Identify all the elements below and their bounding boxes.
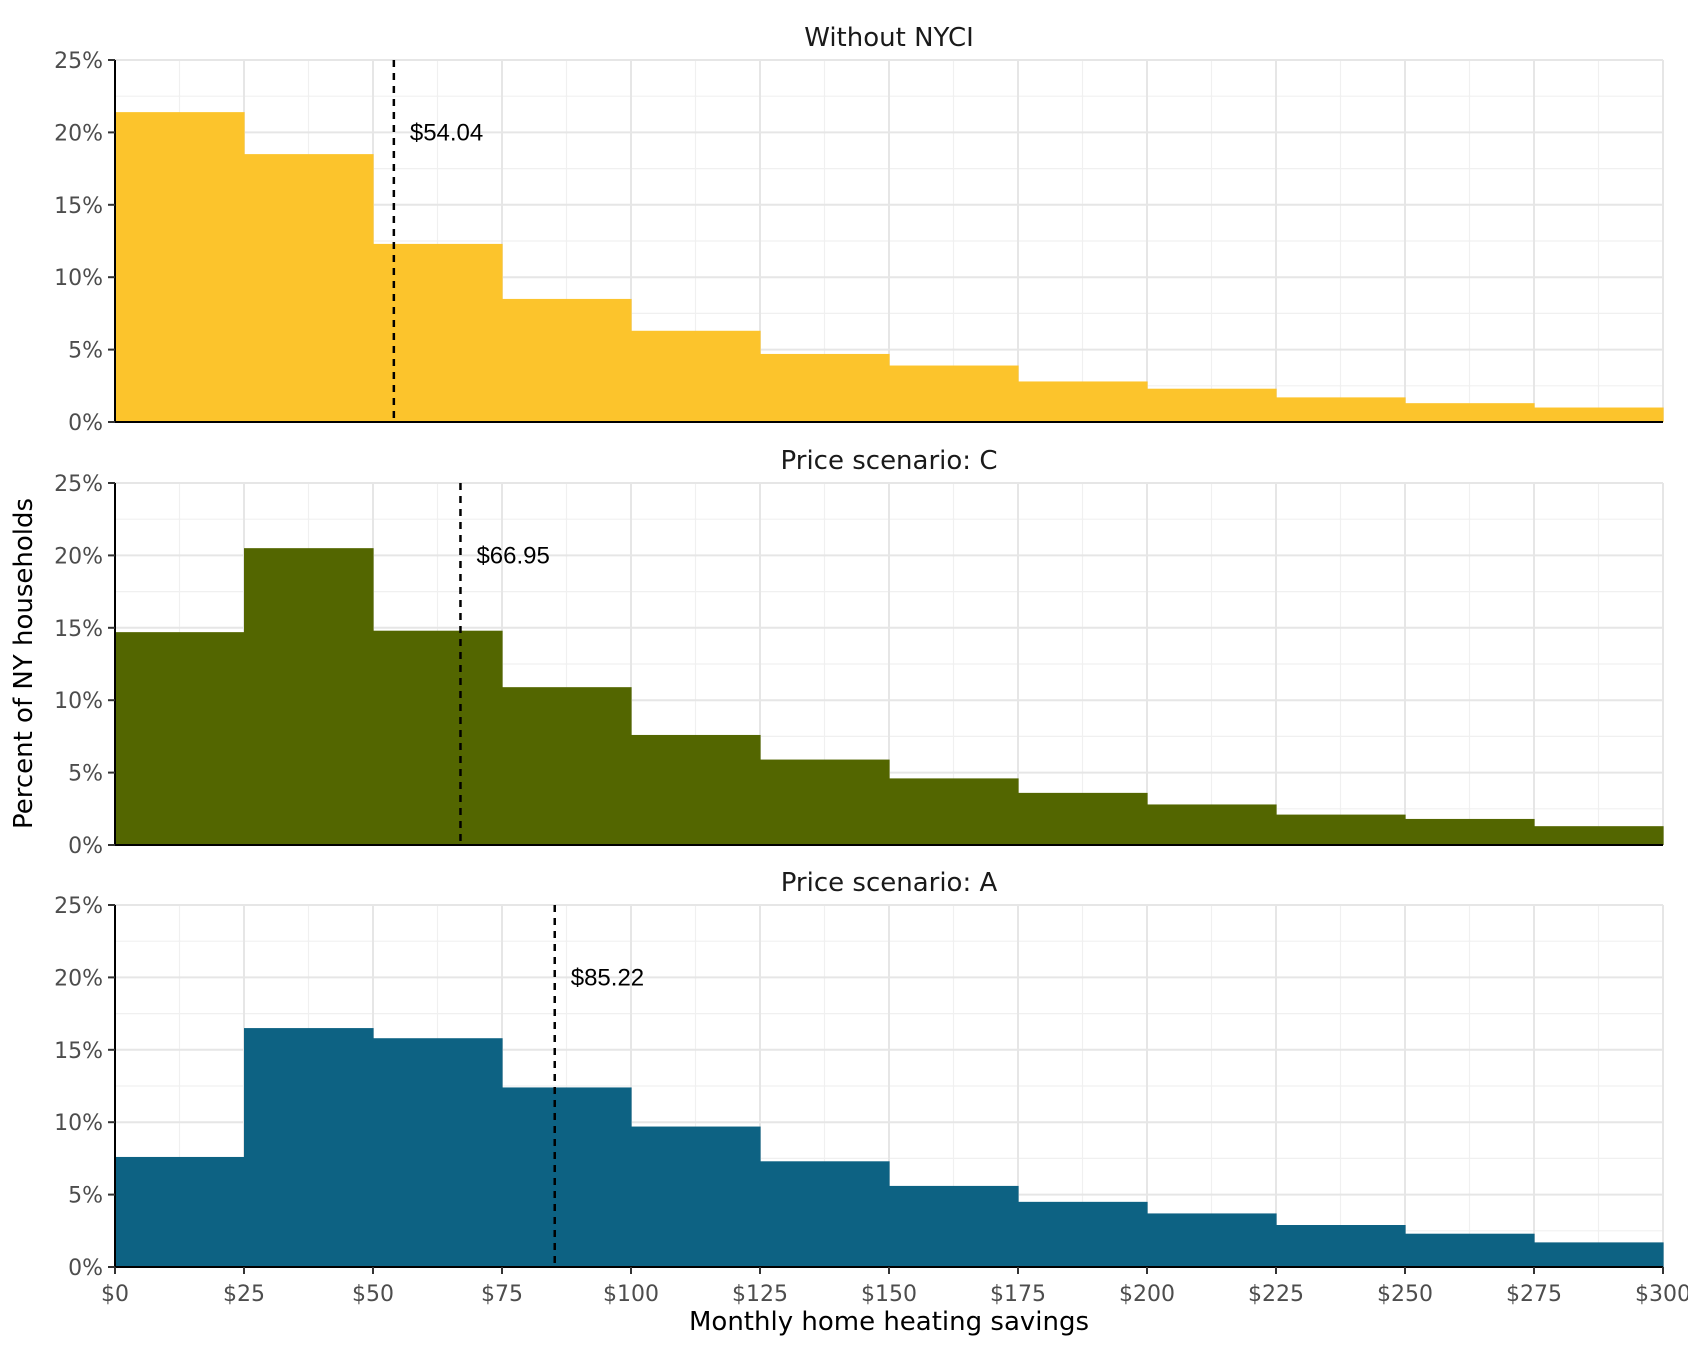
panel-title: Without NYCI xyxy=(804,23,974,53)
x-tick-label: $75 xyxy=(481,1282,523,1307)
x-tick-label: $225 xyxy=(1248,1282,1304,1307)
y-tick-label: 10% xyxy=(54,266,103,291)
histogram-bar xyxy=(373,630,503,845)
histogram-bar xyxy=(502,687,632,845)
histogram-bar xyxy=(115,632,245,845)
y-tick-label: 25% xyxy=(54,894,103,919)
histogram-bar xyxy=(244,548,374,845)
x-tick-label: $100 xyxy=(603,1282,659,1307)
histogram-bar xyxy=(889,778,1019,845)
histogram-bar xyxy=(244,154,374,422)
histogram-bar xyxy=(1534,407,1664,422)
histogram-bar xyxy=(244,1028,374,1267)
x-tick-label: $150 xyxy=(861,1282,917,1307)
y-tick-label: 20% xyxy=(54,544,103,569)
y-tick-label: 15% xyxy=(54,1039,103,1064)
x-tick-label: $300 xyxy=(1635,1282,1688,1307)
panel-2: $66.95 Price scenario: C 0% 5% 10% 15% 20% 25% xyxy=(54,446,1664,859)
histogram-bar xyxy=(1405,403,1535,422)
histogram-bar xyxy=(889,1185,1019,1267)
histogram-bar xyxy=(760,759,890,845)
y-tick-label: 0% xyxy=(68,411,103,436)
histogram-bar xyxy=(1276,814,1406,845)
y-tick-label: 15% xyxy=(54,194,103,219)
histogram-bar xyxy=(760,1161,890,1267)
y-tick-label: 20% xyxy=(54,966,103,991)
median-label: $85.22 xyxy=(571,964,644,991)
x-tick-label: $25 xyxy=(223,1282,265,1307)
y-tick-label: 0% xyxy=(68,1256,103,1281)
x-tick-label: $125 xyxy=(732,1282,788,1307)
x-tick-label: $250 xyxy=(1377,1282,1433,1307)
histogram-bar xyxy=(1018,381,1148,422)
histogram-bar xyxy=(631,330,761,422)
y-tick-label: 5% xyxy=(68,1184,103,1209)
histogram-bar xyxy=(889,365,1019,422)
y-axis-title: Percent of NY households xyxy=(9,498,39,829)
panel-title: Price scenario: A xyxy=(781,868,998,898)
histogram-bar xyxy=(1147,804,1277,845)
histogram-bar xyxy=(631,1126,761,1267)
median-label: $54.04 xyxy=(410,119,483,146)
histogram-bar xyxy=(115,1156,245,1267)
x-tick-label: $50 xyxy=(352,1282,394,1307)
y-tick-label: 10% xyxy=(54,689,103,714)
histogram-bar xyxy=(373,243,503,422)
histogram-bar xyxy=(1405,1233,1535,1267)
y-tick-label: 20% xyxy=(54,121,103,146)
histogram-bar xyxy=(1147,388,1277,422)
histogram-bar xyxy=(1147,1213,1277,1267)
x-tick-label: $0 xyxy=(101,1282,129,1307)
histogram-bar xyxy=(631,734,761,845)
histogram-bar xyxy=(1276,1225,1406,1267)
histogram-bar xyxy=(502,298,632,422)
y-tick-label: 25% xyxy=(54,49,103,74)
histogram-bar xyxy=(115,112,245,423)
y-tick-label: 0% xyxy=(68,834,103,859)
x-tick-label: $175 xyxy=(990,1282,1046,1307)
panel-3: $85.22 Price scenario: A 0% 5% 10% 15% 20% 25% $… xyxy=(54,868,1688,1307)
y-tick-label: 10% xyxy=(54,1111,103,1136)
histogram-bar xyxy=(1405,818,1535,845)
x-tick-label: $200 xyxy=(1119,1282,1175,1307)
y-tick-label: 25% xyxy=(54,472,103,497)
histogram-bar xyxy=(1018,1201,1148,1267)
panel-1: $54.04 Without NYCI 0% 5% 10% 15% 20% 25% xyxy=(54,23,1664,436)
median-label: $66.95 xyxy=(476,542,549,569)
histogram-bar xyxy=(760,353,890,422)
y-tick-label: 15% xyxy=(54,617,103,642)
histogram-bar xyxy=(1534,1242,1664,1267)
y-tick-label: 5% xyxy=(68,339,103,364)
y-tick-label: 5% xyxy=(68,762,103,787)
x-axis-title: Monthly home heating savings xyxy=(689,1307,1089,1337)
histogram-bar xyxy=(373,1038,503,1267)
histogram-bar xyxy=(1018,792,1148,845)
x-tick-label: $275 xyxy=(1506,1282,1562,1307)
panel-title: Price scenario: C xyxy=(781,446,998,476)
histogram-bar xyxy=(1534,826,1664,845)
histogram-bar xyxy=(502,1087,632,1267)
histogram-bar xyxy=(1276,397,1406,422)
